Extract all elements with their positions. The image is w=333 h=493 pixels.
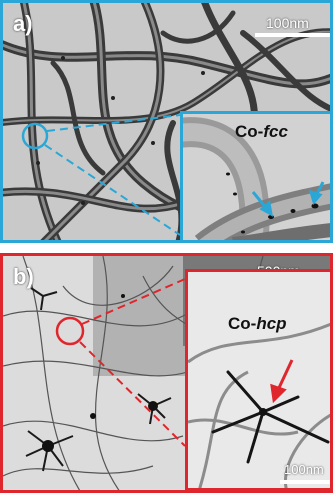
inset-b-scale-bar-label: 100nm xyxy=(284,462,324,477)
panel-b: b) 500nm xyxy=(0,253,333,493)
inset-a: Co-fcc xyxy=(180,111,330,240)
scale-bar-a-label: 100nm xyxy=(266,15,309,31)
inset-b-label: Co-hcp xyxy=(228,314,287,333)
inset-b-arrow xyxy=(270,359,294,404)
panel-a-label: a) xyxy=(13,11,33,36)
inset-b: Co-hcp 100nm xyxy=(185,269,330,490)
inset-b-image xyxy=(188,272,330,488)
inset-a-image xyxy=(183,114,330,240)
inset-a-label: Co-fcc xyxy=(235,122,288,141)
panel-b-label: b) xyxy=(13,264,34,289)
scale-bar-a xyxy=(255,33,330,37)
panel-a: a) 100nm Co-fcc xyxy=(0,0,333,243)
inset-a-arrows xyxy=(251,181,325,217)
